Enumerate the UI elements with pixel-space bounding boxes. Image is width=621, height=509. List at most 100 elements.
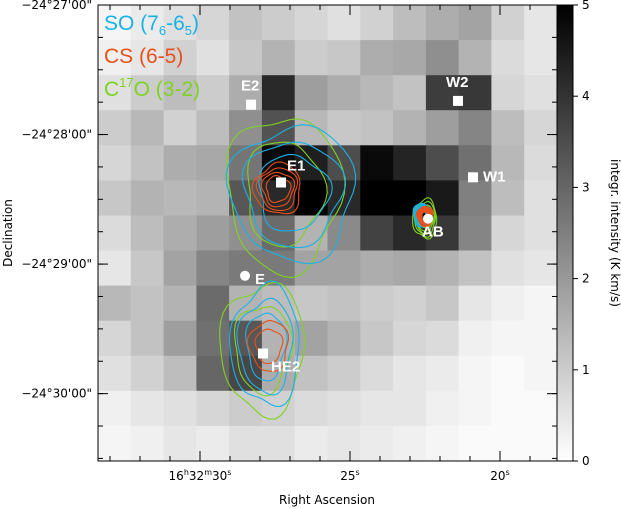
map-pixel	[130, 75, 165, 111]
map-pixel	[163, 145, 197, 181]
contour-c17o	[233, 306, 294, 397]
map-pixel	[98, 5, 132, 41]
map-pixel	[163, 390, 197, 427]
map-pixel	[458, 320, 492, 357]
contour-c17o	[412, 197, 438, 240]
map-pixel	[261, 215, 296, 252]
map-pixel	[524, 215, 557, 252]
source-label-w2: W2	[446, 74, 469, 91]
map-pixel	[98, 355, 132, 392]
map-pixel	[360, 215, 394, 252]
y-tick-label: −24°29'00"	[21, 257, 92, 271]
source-label-ab: AB	[422, 224, 444, 241]
map-pixel	[294, 250, 329, 287]
map-pixel	[163, 250, 197, 287]
map-pixel	[130, 180, 165, 217]
contour-cs	[260, 171, 296, 208]
map-pixel	[458, 5, 492, 41]
colorbar-tick-label: 4	[582, 89, 590, 103]
map-pixel	[393, 5, 427, 41]
map-pixel	[360, 5, 394, 41]
map-pixel	[229, 425, 263, 461]
source-label-e: E	[255, 271, 265, 288]
map-pixel	[327, 320, 361, 357]
map-pixel	[458, 285, 492, 322]
map-pixel	[294, 390, 329, 427]
map-pixel	[196, 390, 230, 427]
map-pixel	[327, 285, 361, 322]
map-pixel	[229, 110, 263, 146]
map-pixel	[458, 180, 492, 217]
map-pixel	[98, 320, 132, 357]
source-label-e1: E1	[287, 158, 305, 175]
map-pixel	[130, 355, 165, 392]
map-pixel	[425, 110, 460, 146]
contour-so	[225, 124, 357, 265]
map-pixel	[491, 5, 525, 41]
map-pixel	[261, 250, 296, 287]
map-pixel	[458, 355, 492, 392]
map-pixel	[524, 180, 557, 217]
map-pixel	[360, 110, 394, 146]
map-pixel	[360, 145, 394, 181]
map-pixel	[491, 215, 525, 252]
contour-so	[236, 297, 294, 396]
map-pixel	[294, 40, 329, 76]
contour-cs	[255, 167, 299, 211]
map-pixel	[491, 40, 525, 76]
map-pixel	[360, 425, 394, 461]
map-pixel	[393, 145, 427, 181]
map-pixel	[491, 180, 525, 217]
y-tick-label: −24°28'00"	[21, 128, 92, 142]
map-pixel	[294, 110, 329, 146]
map-pixel	[130, 215, 165, 252]
map-pixel	[524, 425, 557, 461]
map-pixel	[425, 425, 460, 461]
map-pixel	[229, 40, 263, 76]
colorbar-tick-label: 3	[582, 180, 590, 194]
x-tick-label: 16h32m30s	[169, 468, 232, 483]
map-pixel	[294, 180, 329, 217]
legend: SO (76-65) CS (6-5) C17O (3-2)	[104, 12, 200, 101]
map-pixel	[261, 75, 296, 111]
map-pixel	[294, 355, 329, 392]
map-pixel	[327, 250, 361, 287]
x-axis-title: Right Ascension	[279, 493, 375, 507]
map-pixel	[458, 215, 492, 252]
map-pixel	[425, 40, 460, 76]
map-pixel	[393, 285, 427, 322]
source-label-he2: HE2	[271, 359, 300, 376]
map-pixel	[130, 110, 165, 146]
map-pixel	[425, 390, 460, 427]
map-pixel	[98, 75, 132, 111]
map-pixel	[425, 145, 460, 181]
map-pixel	[491, 390, 525, 427]
map-pixel	[393, 110, 427, 146]
map-pixel	[360, 75, 394, 111]
map-pixel	[393, 355, 427, 392]
map-pixel	[98, 250, 132, 287]
map-pixel	[163, 75, 197, 111]
map-pixel	[327, 425, 361, 461]
map-pixel	[425, 320, 460, 357]
map-pixel	[524, 75, 557, 111]
colorbar-ticks: 0 1 2 3 4 5	[573, 0, 590, 468]
map-pixel	[294, 5, 329, 41]
map-pixel	[98, 390, 132, 427]
colorbar: 0 1 2 3 4 5 integr. intensity (K km/s)	[556, 0, 621, 468]
map-pixel	[360, 355, 394, 392]
map-pixel	[360, 40, 394, 76]
map-pixel	[163, 285, 197, 322]
source-marker-he2	[258, 348, 268, 359]
colorbar-tick-label: 0	[582, 454, 590, 468]
source-marker-e1	[276, 177, 286, 188]
contour-so	[245, 312, 288, 382]
source-label-w1: W1	[483, 168, 506, 185]
map-pixel	[163, 355, 197, 392]
contour-so	[241, 141, 347, 249]
map-pixel	[458, 425, 492, 461]
map-pixel	[294, 320, 329, 357]
map-pixel	[98, 180, 132, 217]
map-pixel	[524, 110, 557, 146]
